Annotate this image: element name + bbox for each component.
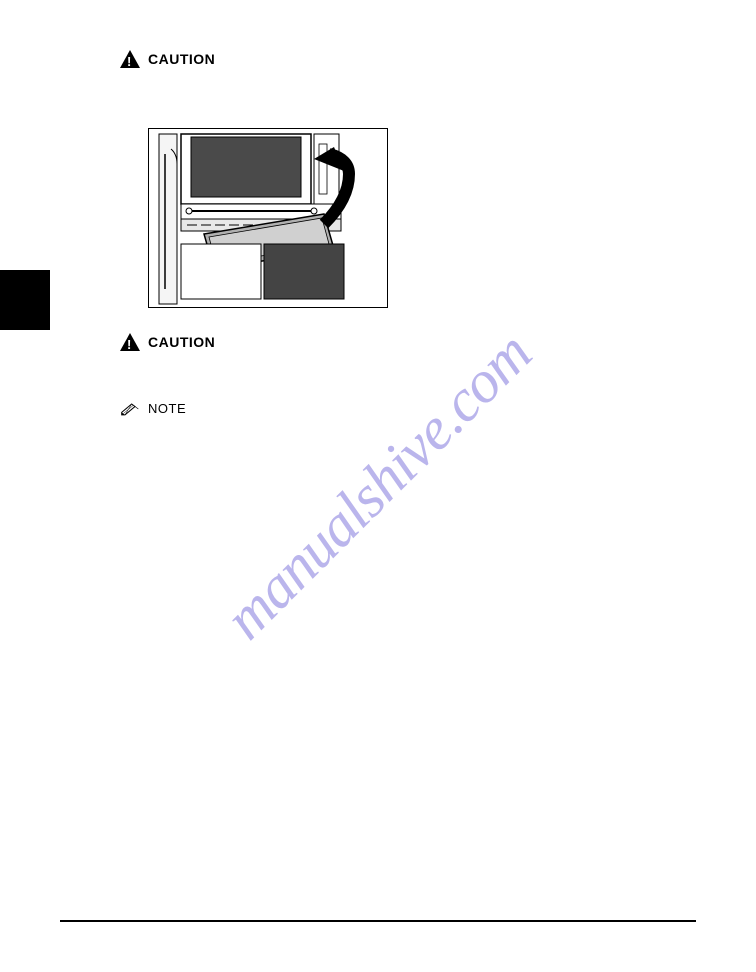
warning-icon xyxy=(120,333,140,351)
note-header: NOTE xyxy=(120,401,636,416)
pencil-icon xyxy=(120,402,140,416)
caution-header-1: CAUTION xyxy=(120,50,636,68)
diagram-frame xyxy=(148,128,388,308)
page-footer-line xyxy=(60,920,696,922)
page-tab-marker xyxy=(0,270,50,330)
caution-header-2: CAUTION xyxy=(120,333,636,351)
watermark: manualshive.com xyxy=(211,319,545,653)
printer-diagram-icon xyxy=(149,129,388,308)
note-label: NOTE xyxy=(148,401,186,416)
warning-icon xyxy=(120,50,140,68)
caution-label-1: CAUTION xyxy=(148,51,215,67)
caution-label-2: CAUTION xyxy=(148,334,215,350)
diagram-container xyxy=(148,128,636,308)
page-container: manualshive.com CAUTION xyxy=(0,0,756,972)
